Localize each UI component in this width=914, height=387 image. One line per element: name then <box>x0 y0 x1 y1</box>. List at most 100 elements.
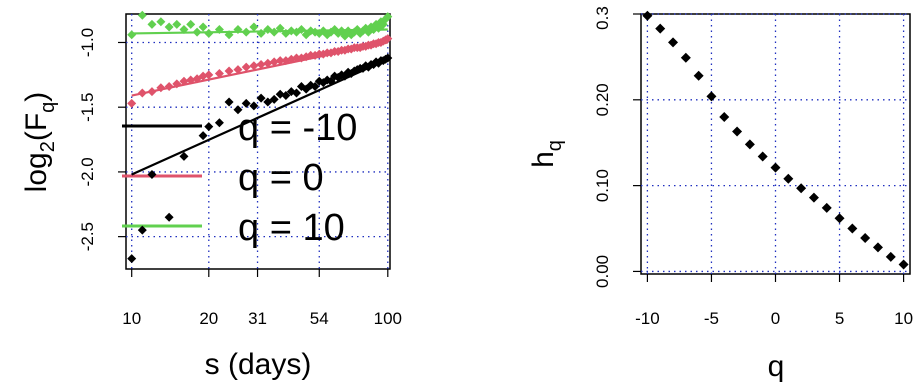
left-data-point <box>137 10 147 20</box>
left-y-tick-label: -2.5 <box>78 222 97 251</box>
left-legend: q = -10 q = 0 q = 10 <box>122 107 357 249</box>
left-data-point <box>127 254 137 264</box>
left-data-point <box>358 63 368 73</box>
right-x-tick-label: 0 <box>771 309 780 328</box>
left-data-point <box>147 19 157 29</box>
right-x-axis-title: q <box>768 350 785 382</box>
right-data-point <box>860 232 871 243</box>
left-data-point <box>291 53 301 63</box>
right-grid <box>641 13 910 274</box>
right-data-point <box>719 111 730 122</box>
left-data-point <box>269 94 279 104</box>
left-data-point <box>383 34 393 44</box>
right-data-point <box>655 23 666 34</box>
left-data-point <box>269 27 279 37</box>
right-data-point <box>821 202 832 213</box>
left-data-point <box>275 23 285 33</box>
left-data-point <box>164 22 174 32</box>
left-x-axis-title: s (days) <box>205 348 312 381</box>
left-data-point <box>263 58 273 68</box>
right-data-points <box>642 10 909 270</box>
left-data-point <box>192 27 202 37</box>
left-legend-label: q = 0 <box>238 157 324 199</box>
right-data-point <box>808 192 819 203</box>
left-data-point <box>156 17 166 27</box>
left-data-point <box>214 25 224 35</box>
left-data-point <box>204 28 214 38</box>
left-y-title-paren-open: (F <box>20 113 53 141</box>
left-y-title-sub: 2 <box>37 141 59 152</box>
left-x-tick-label: 20 <box>199 309 218 328</box>
right-data-point <box>757 151 768 162</box>
right-data-point <box>732 126 743 137</box>
left-x-tick-label: 100 <box>374 309 402 328</box>
left-data-point <box>198 22 208 32</box>
left-data-point <box>275 56 285 66</box>
left-data-point <box>241 27 251 37</box>
left-data-point <box>214 118 224 128</box>
right-tick-marks <box>633 13 905 282</box>
left-grid <box>126 14 390 269</box>
left-data-point <box>256 28 266 38</box>
left-data-point <box>214 69 224 79</box>
left-data-point <box>241 98 251 108</box>
left-data-point <box>147 87 157 97</box>
left-tick-marks <box>118 41 389 277</box>
left-y-tick-label: -1.0 <box>78 28 97 57</box>
right-data-point <box>744 139 755 150</box>
left-data-point <box>249 61 259 71</box>
left-y-tick-labels: -1.0 -1.5 -2.0 -2.5 <box>78 28 97 251</box>
right-x-tick-labels: -10 -5 0 5 10 <box>635 309 913 328</box>
left-data-point <box>281 91 291 101</box>
left-data-point <box>198 131 208 141</box>
right-data-point <box>680 52 691 63</box>
right-x-tick-label: 10 <box>894 309 913 328</box>
left-data-point <box>310 81 320 91</box>
left-data-point <box>383 53 393 63</box>
left-y-axis-title: log2(Fq) <box>20 92 59 193</box>
left-data-point <box>233 65 243 75</box>
right-data-point <box>834 213 845 224</box>
left-y-tick-label: -2.0 <box>78 157 97 186</box>
left-data-point <box>172 79 182 89</box>
left-data-point <box>172 19 182 29</box>
left-data-point <box>224 30 234 40</box>
left-data-point <box>233 25 243 35</box>
right-y-tick-label: 0.20 <box>593 83 612 116</box>
left-y-title-paren-close: ) <box>20 92 53 102</box>
right-data-point <box>898 259 909 270</box>
right-x-tick-label: 5 <box>835 309 844 328</box>
left-data-point <box>179 25 189 35</box>
right-y-axis-title: hq <box>527 140 566 168</box>
left-data-point <box>249 101 259 111</box>
right-data-point <box>693 70 704 81</box>
left-data-point <box>127 30 137 40</box>
right-data-point <box>796 183 807 194</box>
left-data-points <box>127 10 393 264</box>
right-data-point <box>872 242 883 253</box>
left-legend-label: q = 10 <box>238 207 345 249</box>
left-data-point <box>241 62 251 72</box>
right-data-point <box>885 251 896 262</box>
left-data-point <box>137 225 147 235</box>
right-y-title-base: h <box>527 151 560 168</box>
right-y-tick-label: 0.3 <box>593 6 612 30</box>
right-x-tick-label: -5 <box>704 309 719 328</box>
left-x-tick-label: 31 <box>248 309 267 328</box>
right-y-tick-label: 0.00 <box>593 255 612 288</box>
right-data-point <box>847 223 858 234</box>
left-data-point <box>233 105 243 115</box>
left-data-point <box>296 25 306 35</box>
left-data-point <box>291 88 301 98</box>
right-data-point <box>770 162 781 173</box>
left-data-point <box>127 98 137 108</box>
left-y-title-base: log <box>20 152 53 192</box>
right-data-point <box>783 173 794 184</box>
left-y-title-paren-sub: q <box>37 102 59 113</box>
left-data-point <box>383 12 393 22</box>
left-data-point <box>204 70 214 80</box>
left-data-point <box>156 83 166 93</box>
left-x-tick-labels: 10 20 31 54 100 <box>122 309 402 328</box>
